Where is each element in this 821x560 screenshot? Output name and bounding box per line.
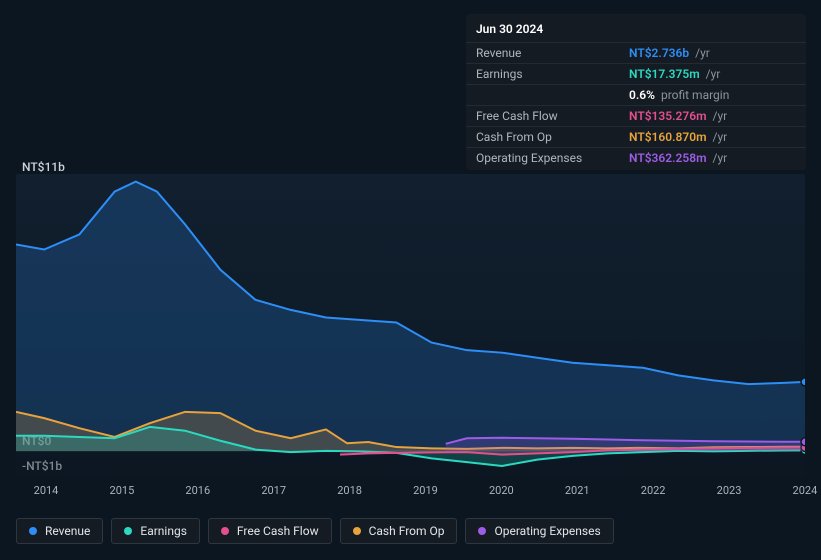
series-area-revenue [16,182,805,451]
legend-label: Earnings [140,524,187,538]
tooltip-panel: Jun 30 2024 RevenueNT$2.736b /yrEarnings… [466,14,806,170]
x-axis: 2014201520162017201820192020202120222023… [46,484,805,497]
legend-label: Operating Expenses [494,524,600,538]
tooltip-date: Jun 30 2024 [466,22,806,42]
legend-label: Revenue [45,524,90,538]
tooltip-row: EarningsNT$17.375m /yr [466,64,806,85]
tooltip-row: Cash From OpNT$160.870m /yr [466,127,806,148]
tooltip-key: Free Cash Flow [466,106,619,127]
tooltip-row: 0.6% profit margin [466,85,806,106]
y-axis-label: NT$11b [22,160,65,174]
tooltip-value: 0.6% profit margin [619,85,806,106]
tooltip-key [466,85,619,106]
tooltip-row: Operating ExpensesNT$362.258m /yr [466,148,806,169]
tooltip-value: NT$2.736b /yr [619,43,806,64]
tooltip-value: NT$160.870m /yr [619,127,806,148]
tooltip-key: Earnings [466,64,619,85]
financials-chart[interactable] [16,174,805,476]
legend-item-revenue[interactable]: Revenue [16,518,103,544]
tooltip-value: NT$135.276m /yr [619,106,806,127]
legend-item-cash-from-op[interactable]: Cash From Op [340,518,458,544]
legend-item-earnings[interactable]: Earnings [111,518,200,544]
legend: Revenue Earnings Free Cash Flow Cash From O… [16,518,614,544]
legend-dot-icon [478,527,486,535]
legend-dot-icon [221,527,229,535]
legend-item-operating-expenses[interactable]: Operating Expenses [465,518,613,544]
series-endpoint-revenue[interactable] [801,378,805,386]
tooltip-key: Revenue [466,43,619,64]
legend-dot-icon [124,527,132,535]
tooltip-table: RevenueNT$2.736b /yrEarningsNT$17.375m /… [466,42,806,168]
tooltip-key: Cash From Op [466,127,619,148]
tooltip-key: Operating Expenses [466,148,619,169]
legend-label: Free Cash Flow [237,524,319,538]
legend-item-free-cash-flow[interactable]: Free Cash Flow [208,518,332,544]
tooltip-value: NT$362.258m /yr [619,148,806,169]
legend-dot-icon [353,527,361,535]
tooltip-value: NT$17.375m /yr [619,64,806,85]
tooltip-row: RevenueNT$2.736b /yr [466,43,806,64]
legend-dot-icon [29,527,37,535]
legend-label: Cash From Op [369,524,445,538]
series-endpoint-opex[interactable] [801,438,805,446]
chart-container: Jun 30 2024 RevenueNT$2.736b /yrEarnings… [0,0,821,560]
tooltip-row: Free Cash FlowNT$135.276m /yr [466,106,806,127]
